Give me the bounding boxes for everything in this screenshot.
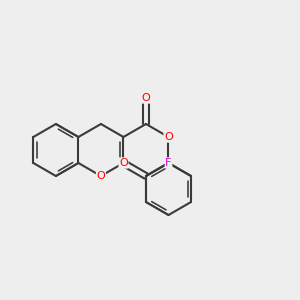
Text: O: O <box>97 171 105 181</box>
Text: O: O <box>142 93 150 103</box>
Text: F: F <box>165 158 172 168</box>
Text: O: O <box>164 132 173 142</box>
Text: O: O <box>119 158 128 168</box>
